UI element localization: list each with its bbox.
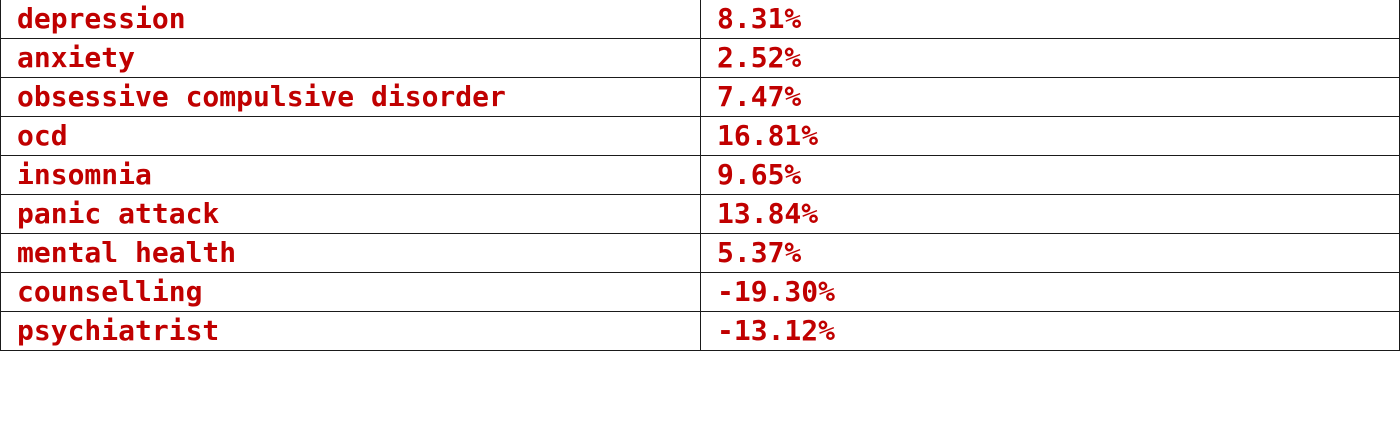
term-cell: mental health bbox=[0, 233, 701, 273]
value-cell: 9.65% bbox=[700, 155, 1400, 195]
term-cell: panic attack bbox=[0, 194, 701, 234]
value-cell: 7.47% bbox=[700, 77, 1400, 117]
term-cell: psychiatrist bbox=[0, 311, 701, 351]
term-cell: ocd bbox=[0, 116, 701, 156]
value-cell: 5.37% bbox=[700, 233, 1400, 273]
table-row: insomnia 9.65% bbox=[0, 155, 1400, 195]
table-row: psychiatrist -13.12% bbox=[0, 311, 1400, 351]
value-cell: 2.52% bbox=[700, 38, 1400, 78]
term-cell: depression bbox=[0, 0, 701, 39]
value-cell: -13.12% bbox=[700, 311, 1400, 351]
value-cell: 16.81% bbox=[700, 116, 1400, 156]
term-cell: insomnia bbox=[0, 155, 701, 195]
value-cell: -19.30% bbox=[700, 272, 1400, 312]
term-cell: counselling bbox=[0, 272, 701, 312]
value-cell: 8.31% bbox=[700, 0, 1400, 39]
data-table: depression 8.31% anxiety 2.52% obsessive… bbox=[0, 0, 1400, 351]
value-cell: 13.84% bbox=[700, 194, 1400, 234]
table-row: anxiety 2.52% bbox=[0, 38, 1400, 78]
table-row: depression 8.31% bbox=[0, 0, 1400, 39]
table-row: counselling -19.30% bbox=[0, 272, 1400, 312]
term-cell: anxiety bbox=[0, 38, 701, 78]
table-row: obsessive compulsive disorder 7.47% bbox=[0, 77, 1400, 117]
table-row: mental health 5.37% bbox=[0, 233, 1400, 273]
term-cell: obsessive compulsive disorder bbox=[0, 77, 701, 117]
table-row: ocd 16.81% bbox=[0, 116, 1400, 156]
table-row: panic attack 13.84% bbox=[0, 194, 1400, 234]
